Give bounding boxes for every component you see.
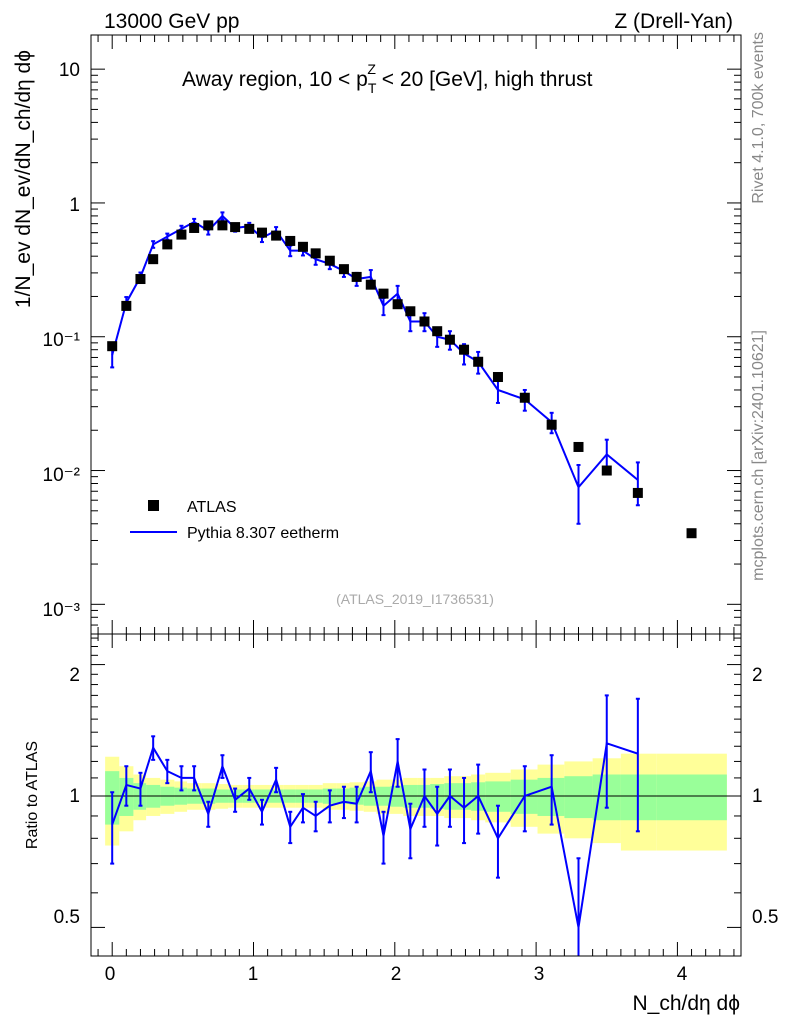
- atlas-data-point: [285, 235, 296, 246]
- atlas-data-point: [107, 341, 118, 352]
- atlas-data-point: [135, 274, 146, 285]
- atlas-data-point: [378, 288, 389, 299]
- atlas-data-point: [121, 300, 132, 311]
- atlas-data-point: [338, 264, 349, 275]
- pythia-line: [111, 214, 639, 490]
- atlas-data-point: [492, 372, 503, 383]
- atlas-data-point: [686, 528, 697, 539]
- ratio-tick-label-2-right: 2: [752, 665, 763, 686]
- y-tick-label-10: 10: [59, 60, 80, 81]
- main-plot-frame: [90, 34, 742, 635]
- ratio-tick-label-0.5-right: 0.5: [752, 907, 778, 928]
- atlas-data-point: [324, 255, 335, 266]
- atlas-data-point: [444, 334, 455, 345]
- atlas-data-point: [189, 222, 200, 233]
- atlas-data-point: [546, 419, 557, 430]
- legend-atlas-label: ATLAS: [187, 499, 237, 516]
- rivet-version-label: Rivet 4.1.0, 700k events: [750, 32, 767, 204]
- atlas-data-point: [632, 487, 643, 498]
- atlas-data-point: [351, 271, 362, 282]
- ratio-tick-label-0.5: 0.5: [54, 907, 80, 928]
- atlas-data-point: [601, 465, 612, 476]
- axis-ticks: [91, 35, 741, 956]
- atlas-data-point: [203, 220, 214, 231]
- title-suffix: < 20 [GeV], high thrust: [376, 68, 593, 91]
- ratio-tick-label-1: 1: [69, 786, 80, 807]
- y-ratio-axis-label: Ratio to ATLAS: [24, 741, 41, 849]
- atlas-data-point: [310, 248, 321, 259]
- atlas-data-point: [230, 222, 241, 233]
- atlas-data-point: [432, 326, 443, 337]
- atlas-data-point: [405, 306, 416, 317]
- legend-atlas-marker: [148, 500, 159, 511]
- atlas-main-series: [107, 220, 697, 539]
- ratio-tick-label-1-right: 1: [752, 786, 763, 807]
- x-tick-label-1: 1: [248, 964, 259, 985]
- atlas-data-point: [297, 241, 308, 252]
- title-subscript: T: [368, 80, 377, 96]
- legend-pythia-label: Pythia 8.307 eetherm: [187, 525, 339, 542]
- mcplots-url-label: mcplots.cern.ch [arXiv:2401.10621]: [750, 330, 767, 581]
- atlas-data-point: [162, 239, 173, 250]
- energy-label: 13000 GeV pp: [104, 10, 239, 33]
- atlas-data-point: [473, 356, 484, 367]
- y-tick-label-0.001: 10⁻³: [43, 600, 81, 621]
- x-tick-label-3: 3: [534, 964, 545, 985]
- plot-title: Away region, 10 < pTZ < 20 [GeV], high t…: [182, 61, 593, 96]
- pythia-main-series: [110, 211, 640, 525]
- ratio-plot-frame: [90, 633, 742, 957]
- x-tick-label-2: 2: [391, 964, 402, 985]
- atlas-data-point: [519, 392, 530, 403]
- atlas-data-point: [176, 229, 187, 240]
- pythia-ratio-line: [111, 742, 639, 928]
- process-label: Z (Drell-Yan): [614, 10, 733, 33]
- atlas-data-point: [271, 230, 282, 241]
- ratio-tick-label-2: 2: [69, 665, 80, 686]
- y-tick-label-0.1: 10⁻¹: [43, 330, 81, 351]
- x-tick-label-4: 4: [677, 964, 688, 985]
- analysis-id-watermark: (ATLAS_2019_I1736531): [336, 591, 494, 607]
- title-superscript: Z: [367, 61, 376, 77]
- atlas-data-point: [392, 299, 403, 310]
- y-tick-label-1: 1: [69, 195, 80, 216]
- atlas-data-point: [217, 220, 228, 231]
- x-axis-label: N_ch/dη dϕ: [633, 992, 741, 1015]
- atlas-data-point: [256, 227, 267, 238]
- atlas-data-point: [573, 441, 584, 452]
- atlas-data-point: [365, 279, 376, 290]
- inner-band-bin: [564, 776, 593, 819]
- inner-band-bin: [656, 774, 727, 821]
- x-tick-label-0: 0: [105, 964, 116, 985]
- uncertainty-bands: [105, 753, 727, 851]
- pythia-ratio-series: [110, 694, 640, 956]
- y-main-axis-label: 1/N_ev dN_ev/dN_ch/dη dϕ: [12, 50, 35, 308]
- y-tick-label-0.01: 10⁻²: [43, 465, 81, 486]
- atlas-data-point: [459, 344, 470, 355]
- atlas-data-point: [148, 254, 159, 265]
- atlas-data-point: [244, 223, 255, 234]
- atlas-data-point: [419, 316, 430, 327]
